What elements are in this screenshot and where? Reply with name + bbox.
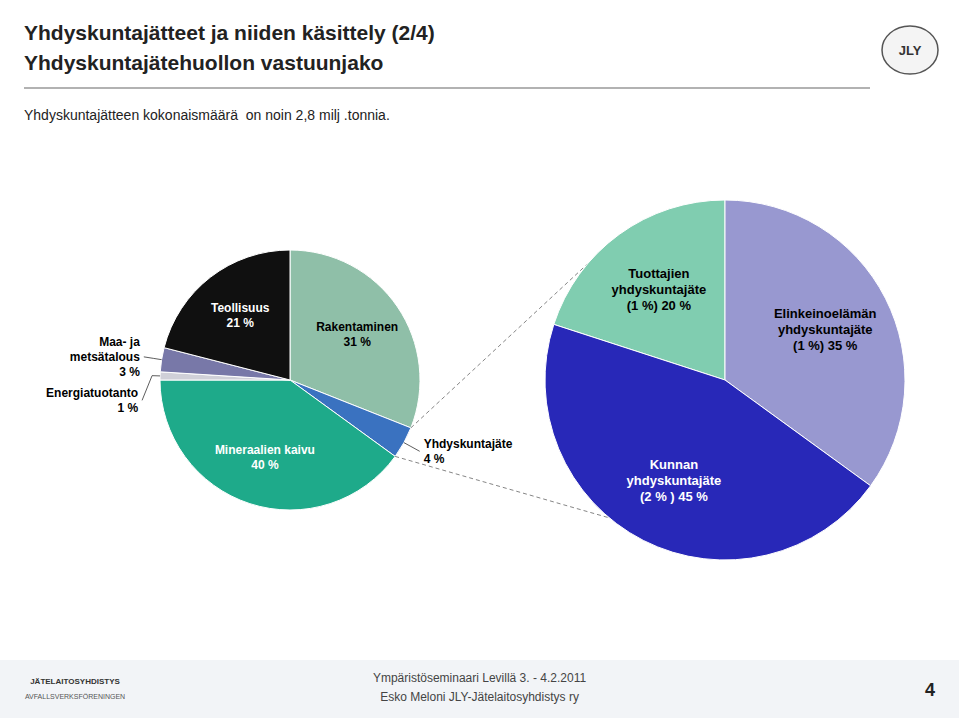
label-line: 4 %	[424, 452, 445, 466]
label-line: 31 %	[344, 335, 372, 349]
logo-text: JLY	[899, 43, 922, 58]
label-line: yhdyskuntajäte	[612, 281, 707, 296]
pie-slice	[160, 380, 395, 510]
data-label: Yhdyskuntajäte4 %	[424, 437, 513, 466]
label-line: Energiatuotanto	[46, 386, 138, 400]
label-line: 3 %	[119, 365, 140, 379]
label-line: yhdyskuntajäte	[627, 473, 722, 488]
footer-text: Ympäristöseminaari Levillä 3. - 4.2.2011	[373, 671, 587, 685]
data-label: Rakentaminen31 %	[316, 320, 398, 349]
label-line: Teollisuus	[211, 301, 270, 315]
pie-slice	[164, 250, 290, 380]
leader-line	[142, 376, 160, 401]
label-line: Yhdyskuntajäte	[424, 437, 513, 451]
pie-slice	[545, 324, 871, 560]
label-line: (1 %) 20 %	[627, 297, 692, 312]
data-label: Elinkeinoelämänyhdyskuntajäte(1 %) 35 %	[774, 305, 877, 352]
label-line: (1 %) 35 %	[793, 337, 858, 352]
slices	[545, 200, 905, 560]
title-line: Yhdyskuntajätehuollon vastuunjako	[24, 51, 383, 74]
label-line: Elinkeinoelämän	[774, 305, 877, 320]
logo-text: JÄTELAITOSYHDISTYS	[30, 677, 120, 686]
label-line: 1 %	[117, 401, 138, 415]
pie: Tuottajienyhdyskuntajäte(1 %) 20 %Elinke…	[545, 200, 905, 560]
labels: Rakentaminen31 % Mineraalien kaivu40 % Teo…	[46, 301, 513, 471]
data-label: Energiatuotanto1 %	[46, 386, 138, 415]
slices	[160, 250, 420, 510]
logo	[882, 26, 938, 74]
leader-line	[404, 443, 420, 452]
label-line: metsätalous	[70, 350, 140, 364]
separator	[24, 87, 870, 89]
data-label: Kunnanyhdyskuntajäte(2 % ) 45 %	[627, 457, 722, 504]
data-label: Teollisuus21 %	[211, 301, 270, 330]
label-line: 21 %	[227, 316, 255, 330]
label-line: (2 % ) 45 %	[640, 489, 708, 504]
data-label: Maa- jametsätalous3 %	[70, 335, 140, 379]
annotation: Yhdyskuntajätteen kokonaismäärä on noin …	[24, 107, 390, 123]
page-number: 4	[925, 680, 935, 700]
labels: Tuottajienyhdyskuntajäte(1 %) 20 %Elinke…	[612, 265, 877, 503]
logo-text: AVFALLSVERKSFÖRENINGEN	[25, 693, 125, 700]
pie: Rakentaminen31 % Mineraalien kaivu40 % Teo…	[46, 250, 513, 510]
label-line: Kunnan	[650, 457, 698, 472]
data-label: Mineraalien kaivu40 %	[215, 443, 315, 472]
data-label: Tuottajienyhdyskuntajäte(1 %) 20 %	[612, 265, 707, 312]
label-line: Mineraalien kaivu	[215, 443, 315, 457]
label-line: 40 %	[251, 458, 279, 472]
label-line: yhdyskuntajäte	[778, 321, 873, 336]
leader-line	[144, 357, 162, 360]
label-line: Rakentaminen	[316, 320, 398, 334]
label-line: Maa- ja	[99, 335, 140, 349]
footer-bg	[0, 660, 959, 718]
label-line: Tuottajien	[628, 265, 689, 280]
chart-svg: Yhdyskuntajätteet ja niiden käsittely (2…	[0, 0, 959, 718]
title: Yhdyskuntajätteet ja niiden käsittely (2…	[24, 21, 435, 44]
footer-text: Esko Meloni JLY-Jätelaitosyhdistys ry	[380, 690, 579, 704]
